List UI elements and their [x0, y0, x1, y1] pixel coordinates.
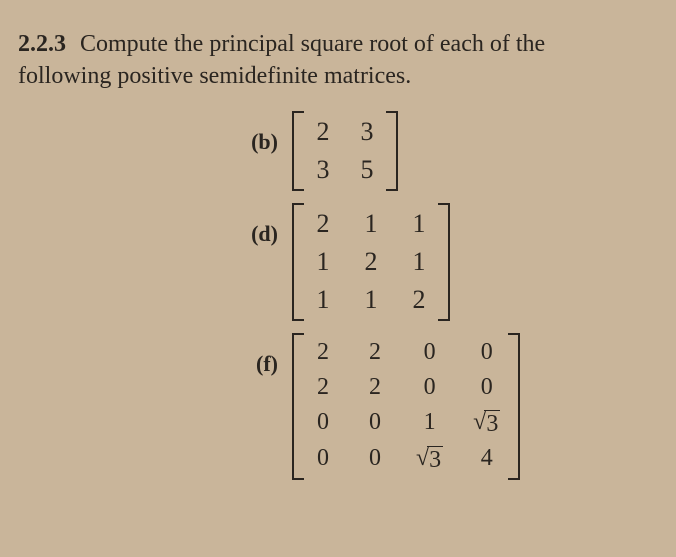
matrix-cell: 2: [364, 374, 386, 401]
bracket-right: [438, 203, 450, 321]
problem-label: (f): [18, 333, 292, 377]
exercise-heading: 2.2.3 Compute the principal square root o…: [18, 28, 648, 93]
matrix-cell: 1: [408, 209, 430, 239]
matrix-cell: 3: [312, 155, 334, 185]
matrix-cell: √3: [473, 409, 500, 437]
matrix-cell: 5: [356, 155, 378, 185]
heading-line1: Compute the principal square root of eac…: [80, 31, 545, 57]
matrix-grid: 2 2 0 0 2 2 0 0 0 0 1 √3 0 0 √3 4: [304, 333, 508, 480]
matrix-cell: 0: [312, 409, 334, 437]
problem-label: (d): [18, 203, 292, 247]
matrix-cell: 1: [360, 285, 382, 315]
problem-d: (d) 211121112: [18, 203, 648, 321]
matrix-b: 2335: [292, 111, 398, 191]
matrix-cell: 0: [364, 409, 386, 437]
matrix-cell: 1: [312, 285, 334, 315]
matrix-cell: 1: [408, 247, 430, 277]
matrix-cell: 1: [312, 247, 334, 277]
matrix-cell: 0: [416, 374, 443, 401]
bracket-left: [292, 111, 304, 191]
matrix-cell: 4: [473, 445, 500, 473]
matrix-cell: 2: [312, 209, 334, 239]
bracket-right: [386, 111, 398, 191]
matrix-cell: 2: [408, 285, 430, 315]
matrix-cell: 1: [360, 209, 382, 239]
matrix-cell: 0: [312, 445, 334, 473]
matrix-cell: 2: [312, 117, 334, 147]
matrix-cell: 0: [473, 374, 500, 401]
heading-line2: following positive semidefinite matrices…: [18, 63, 411, 89]
matrix-cell: 0: [473, 339, 500, 366]
matrix-cell: 2: [360, 247, 382, 277]
bracket-left: [292, 333, 304, 480]
problem-f: (f) 2 2 0 0 2 2 0 0 0 0 1 √3 0 0 √3 4: [18, 333, 648, 480]
matrix-cell: 1: [416, 409, 443, 437]
matrix-d: 211121112: [292, 203, 450, 321]
sqrt-expression: √3: [416, 446, 443, 473]
matrix-cell: 2: [312, 374, 334, 401]
matrix-cell: √3: [416, 445, 443, 473]
problem-b: (b) 2335: [18, 111, 648, 191]
matrix-cell: 0: [416, 339, 443, 366]
matrix-f: 2 2 0 0 2 2 0 0 0 0 1 √3 0 0 √3 4: [292, 333, 520, 480]
matrix-grid: 211121112: [304, 203, 438, 321]
matrix-cell: 0: [364, 445, 386, 473]
problems-list: (b) 2335 (d) 211121112 (f) 22002200001√3…: [18, 111, 648, 480]
exercise-number: 2.2.3: [18, 31, 66, 57]
matrix-cell: 2: [312, 339, 334, 366]
radicand: 3: [427, 446, 443, 473]
matrix-grid: 2335: [304, 111, 386, 191]
matrix-cell: 3: [356, 117, 378, 147]
radicand: 3: [484, 410, 500, 437]
sqrt-expression: √3: [473, 410, 500, 437]
bracket-left: [292, 203, 304, 321]
matrix-cell: 2: [364, 339, 386, 366]
problem-label: (b): [18, 111, 292, 155]
bracket-right: [508, 333, 520, 480]
